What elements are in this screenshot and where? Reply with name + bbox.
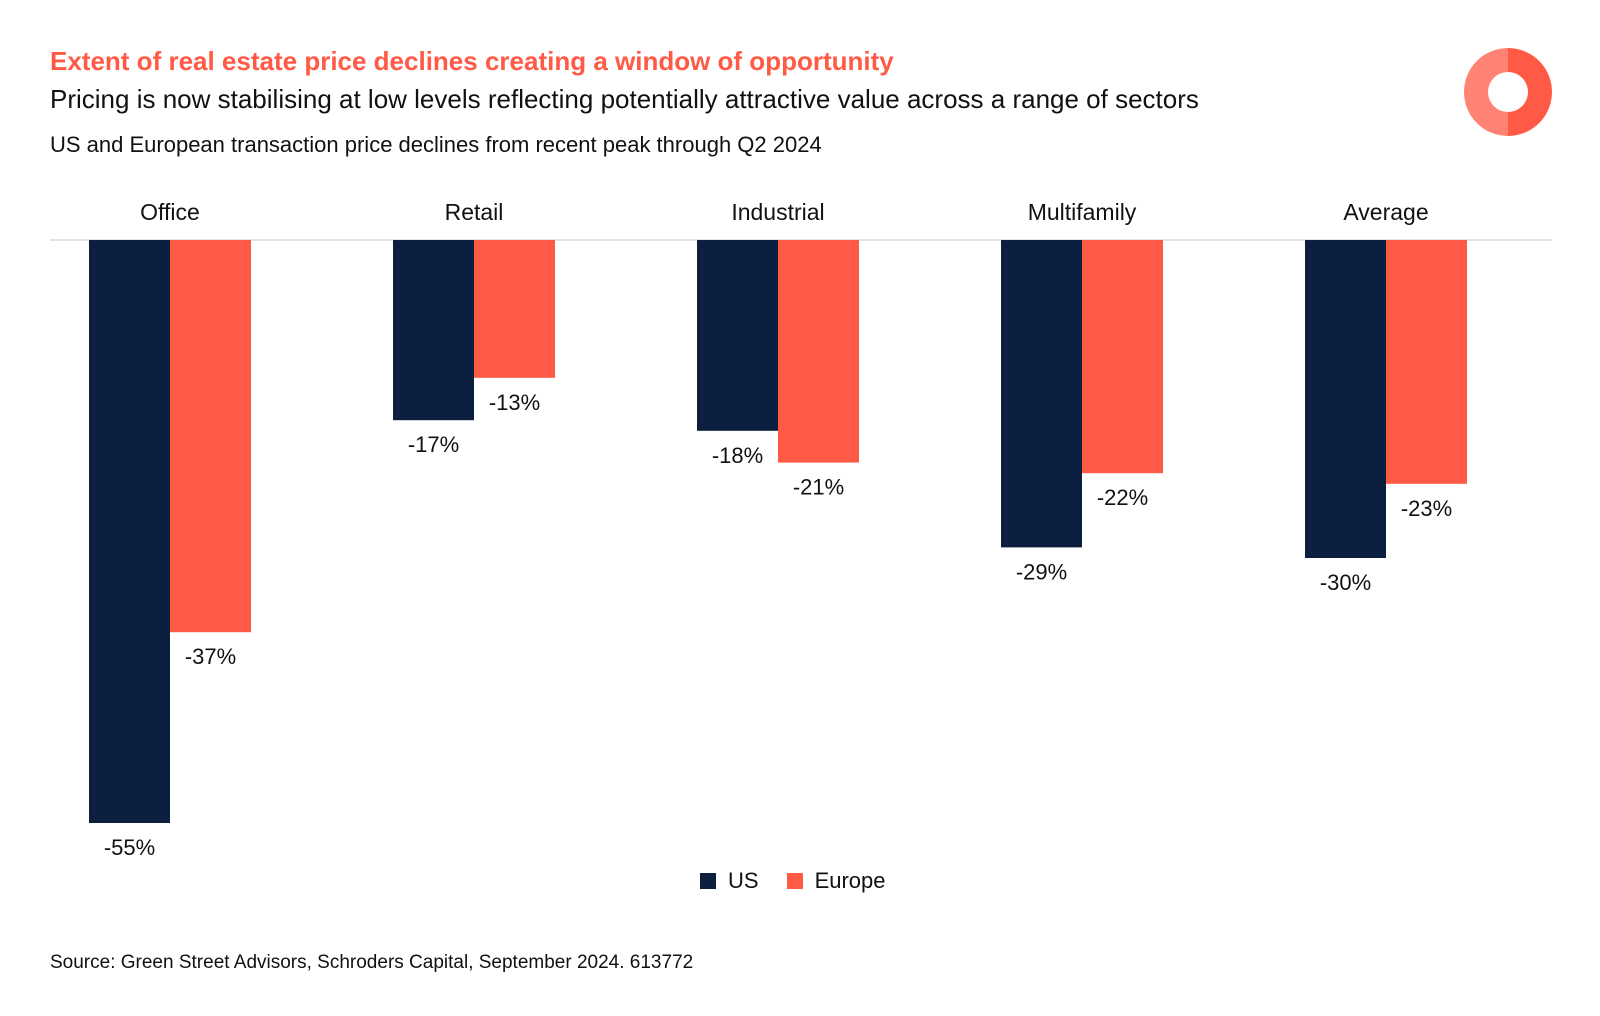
legend-item-europe: Europe (786, 868, 886, 894)
data-label: -22% (1097, 485, 1148, 510)
data-label: -29% (1016, 559, 1067, 584)
data-label: -23% (1401, 496, 1452, 521)
brand-logo-icon (1464, 48, 1552, 136)
category-label: Retail (445, 199, 504, 225)
data-label: -55% (104, 835, 155, 860)
bar-us-retail (393, 240, 474, 421)
chart-legend: US Europe (700, 868, 886, 894)
bar-europe-office (170, 240, 251, 633)
legend-label-europe: Europe (814, 868, 886, 893)
category-label: Office (140, 199, 200, 225)
legend-swatch-europe (786, 873, 803, 889)
bar-us-industrial (697, 240, 778, 431)
legend-swatch-us (700, 873, 716, 889)
source-note: Source: Green Street Advisors, Schroders… (50, 952, 694, 973)
legend-label-us: US (728, 868, 759, 893)
category-label: Average (1343, 199, 1428, 225)
bar-europe-multifamily (1082, 240, 1163, 474)
category-label: Multifamily (1028, 199, 1137, 225)
data-label: -21% (793, 475, 844, 500)
bar-us-average (1305, 240, 1386, 558)
data-label: -37% (185, 644, 236, 669)
bar-us-office (89, 240, 170, 823)
bar-europe-retail (474, 240, 555, 378)
bar-us-multifamily (1001, 240, 1082, 548)
data-label: -13% (489, 390, 540, 415)
category-label: Industrial (731, 199, 824, 225)
data-label: -30% (1320, 570, 1371, 595)
data-label: -18% (712, 443, 763, 468)
legend-item-us: US (700, 868, 759, 894)
bar-europe-industrial (778, 240, 859, 463)
bar-chart: Office -55% -37% Retail -17% -13% Industrial -1… (50, 199, 1552, 860)
data-label: -17% (408, 432, 459, 457)
chart-subtitle: Pricing is now stabilising at low levels… (50, 84, 1199, 114)
chart-caption: US and European transaction price declin… (50, 132, 822, 157)
bar-europe-average (1386, 240, 1467, 484)
chart-title: Extent of real estate price declines cre… (50, 46, 894, 76)
